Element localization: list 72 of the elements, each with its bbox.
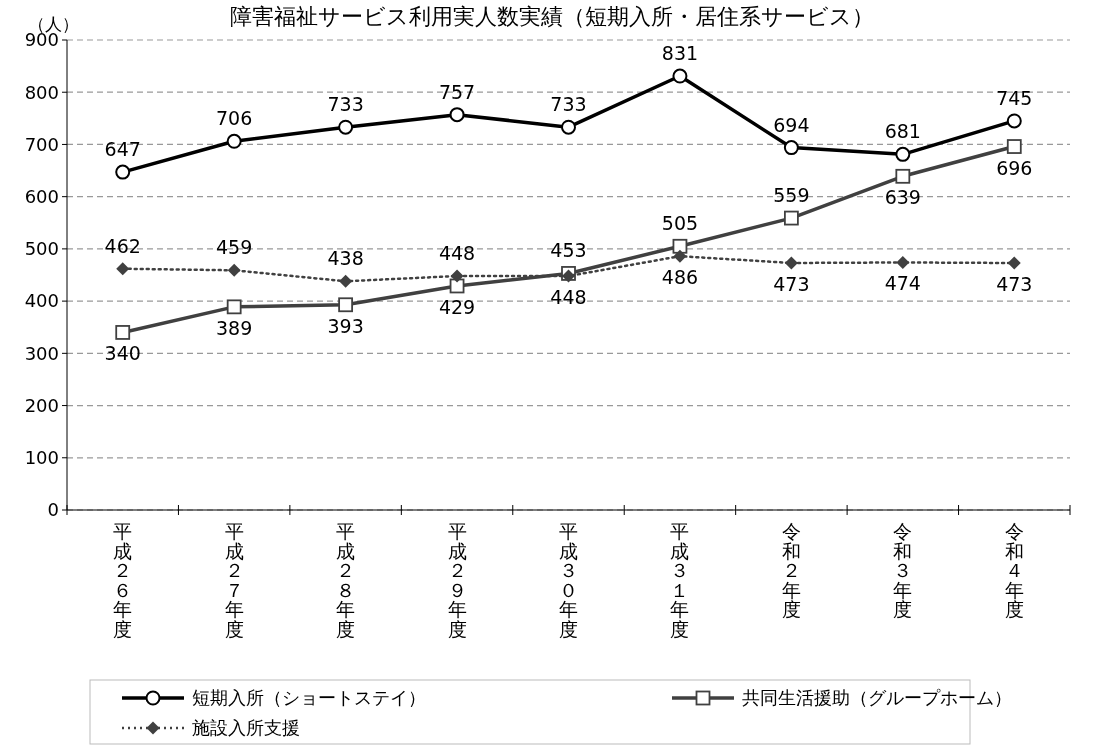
- x-tick-label: 令和２年度: [781, 520, 801, 620]
- y-tick-label: 600: [24, 185, 59, 207]
- data-label: 459: [216, 236, 253, 259]
- point: [672, 68, 688, 84]
- legend-label: 短期入所（ショートステイ）: [192, 687, 426, 709]
- data-label: 448: [550, 286, 587, 309]
- x-tick-label: 令和３年度: [893, 520, 913, 620]
- point: [115, 325, 131, 340]
- y-tick-label: 800: [24, 81, 59, 103]
- data-label: 696: [996, 156, 1033, 179]
- point: [339, 274, 353, 288]
- point: [227, 263, 241, 277]
- point: [561, 119, 576, 135]
- data-label: 831: [661, 42, 699, 65]
- legend-label: 共同生活援助（グループホーム）: [742, 687, 1012, 709]
- data-label: 745: [996, 86, 1033, 109]
- point: [1006, 139, 1022, 154]
- point: [896, 255, 910, 269]
- data-label: 393: [327, 314, 364, 337]
- point: [784, 256, 798, 270]
- x-tick-label: 平成２９年度: [447, 520, 467, 640]
- data-label: 733: [327, 93, 364, 116]
- data-label: 733: [550, 93, 587, 116]
- point: [895, 168, 911, 184]
- y-tick-label: 300: [24, 342, 59, 364]
- data-label: 474: [884, 272, 921, 295]
- data-label: 559: [773, 184, 810, 207]
- x-tick-label: 平成２８年度: [336, 520, 356, 640]
- point: [673, 249, 687, 263]
- data-label: 647: [104, 138, 141, 161]
- point: [783, 210, 799, 226]
- data-label: 639: [884, 186, 921, 209]
- point: [895, 146, 911, 162]
- x-tick-label: 平成２７年度: [224, 520, 244, 640]
- data-label: 448: [438, 242, 476, 265]
- y-tick-label: 400: [24, 290, 59, 312]
- data-label: 706: [216, 107, 253, 130]
- data-label: 429: [438, 295, 476, 318]
- data-label: 453: [550, 239, 587, 262]
- point: [783, 140, 799, 156]
- data-label: 757: [438, 80, 476, 103]
- data-label: 462: [104, 234, 141, 257]
- point: [1006, 113, 1022, 129]
- data-label: 681: [884, 120, 921, 143]
- point: [226, 133, 242, 149]
- y-tick-label: 200: [24, 394, 59, 416]
- x-tick-label: 平成３０年度: [559, 520, 578, 640]
- x-tick-label: 令和４年度: [1004, 520, 1024, 620]
- y-tick-label: 0: [47, 499, 59, 521]
- y-tick-label: 100: [24, 447, 59, 469]
- point: [449, 107, 465, 123]
- y-tick-label: 500: [24, 238, 59, 260]
- point: [226, 299, 242, 315]
- point: [338, 297, 354, 313]
- point: [116, 262, 130, 276]
- point: [115, 164, 131, 180]
- x-tick-label: 平成３１年度: [670, 520, 690, 640]
- data-label: 473: [996, 272, 1033, 295]
- data-label: 389: [216, 316, 253, 339]
- point: [1007, 256, 1021, 270]
- chart-title: 障害福祉サービス利用実人数実績（短期入所・居住系サービス）: [230, 4, 874, 29]
- x-tick-label: 平成２６年度: [113, 520, 133, 640]
- point: [450, 269, 464, 283]
- point: [338, 119, 354, 135]
- data-label: 473: [773, 272, 810, 295]
- y-tick-label: 700: [24, 133, 59, 155]
- data-label: 505: [661, 212, 699, 235]
- data-label: 486: [661, 266, 699, 289]
- data-label: 340: [104, 342, 141, 365]
- data-label: 438: [327, 247, 364, 270]
- data-label: 694: [773, 113, 810, 136]
- legend-label: 施設入所支援: [192, 717, 300, 739]
